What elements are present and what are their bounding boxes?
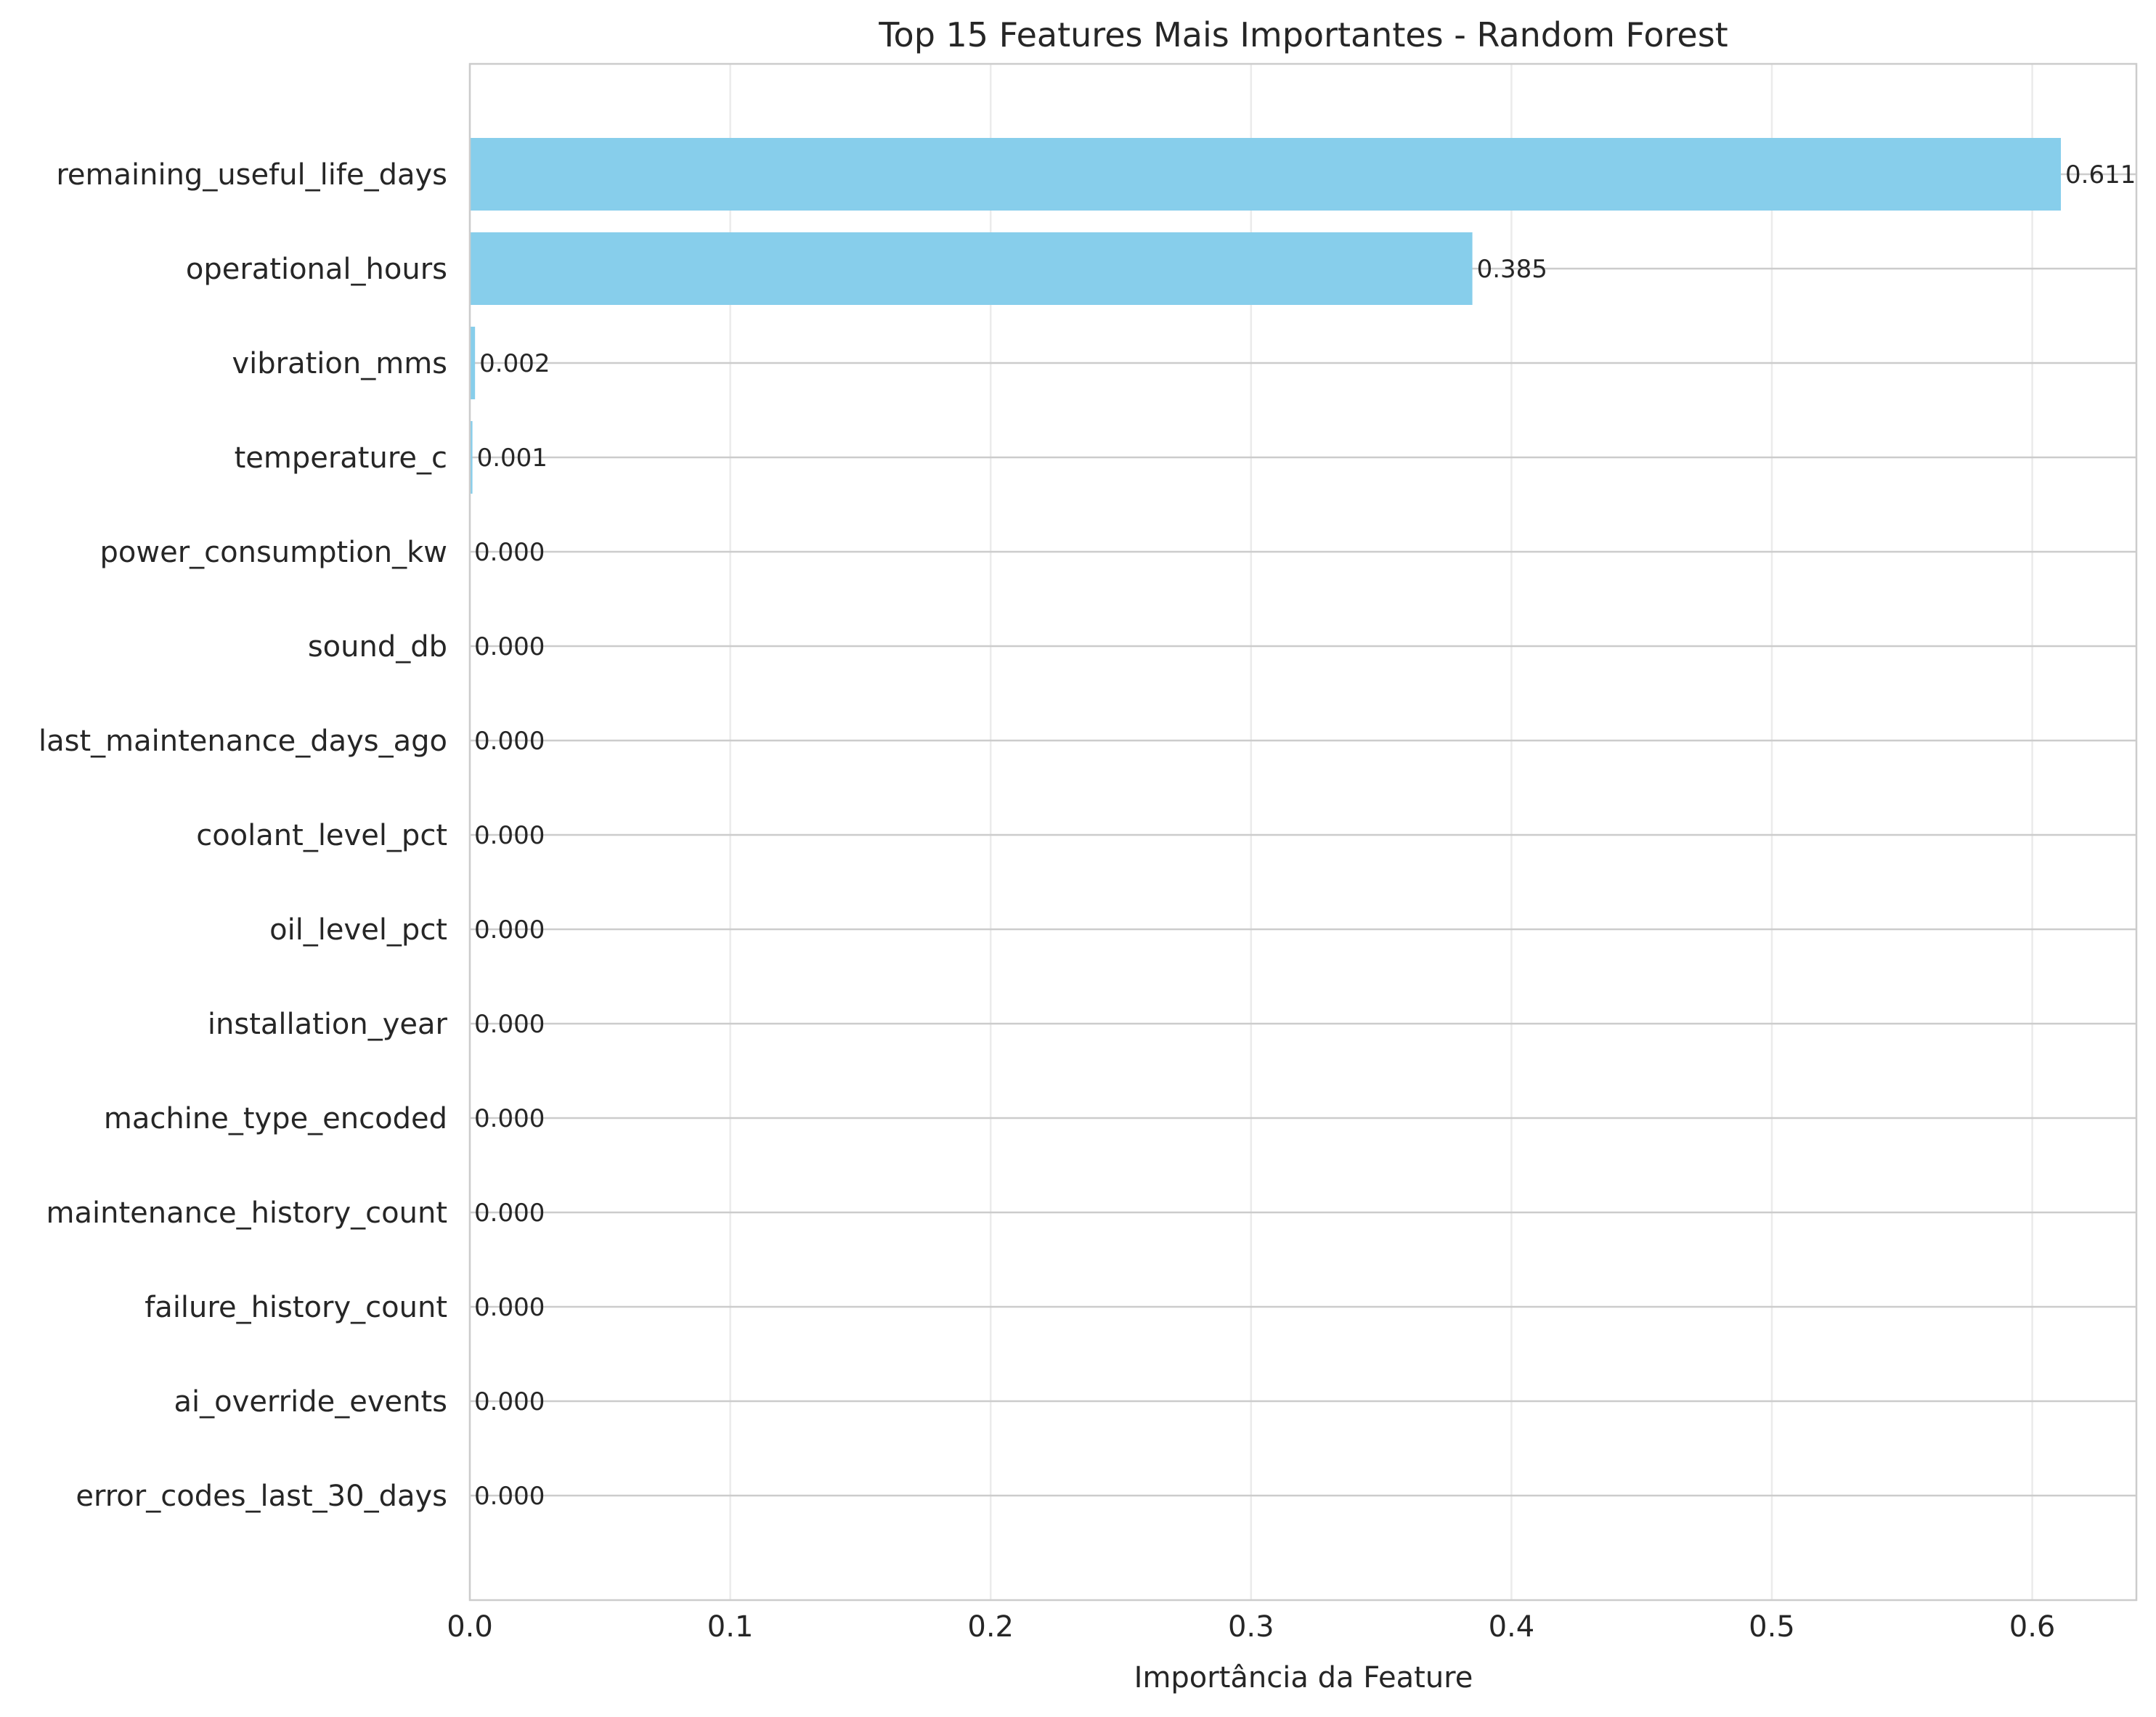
- y-tick-label: ai_override_events: [174, 1385, 447, 1419]
- bar-value-label: 0.000: [474, 632, 545, 661]
- plot-frame: [468, 62, 2138, 1602]
- bar-value-label: 0.000: [474, 1387, 545, 1416]
- bar-value-label: 0.001: [477, 444, 548, 473]
- bar-value-label: 0.000: [474, 727, 545, 756]
- y-tick-label: remaining_useful_life_days: [56, 158, 447, 192]
- y-tick-label: oil_level_pct: [269, 913, 447, 947]
- bar: [470, 138, 2062, 211]
- bar-value-label: 0.002: [479, 349, 550, 378]
- y-tick-label: vibration_mms: [232, 347, 447, 380]
- bar: [470, 327, 476, 399]
- bar: [470, 232, 1473, 305]
- y-tick-label: machine_type_encoded: [104, 1102, 447, 1135]
- y-tick-label: sound_db: [308, 630, 447, 664]
- x-tick-label: 0.6: [2009, 1610, 2056, 1644]
- bar-value-label: 0.000: [474, 1104, 545, 1133]
- x-tick-labels: 0.0 0.1 0.2 0.3 0.4 0.5 0.6: [447, 1610, 2055, 1644]
- x-tick-label: 0.2: [967, 1610, 1014, 1644]
- chart-title: Top 15 Features Mais Importantes - Rando…: [878, 15, 1728, 54]
- bar-value-label: 0.611: [2065, 160, 2136, 189]
- y-tick-label: power_consumption_kw: [100, 536, 448, 569]
- x-tick-label: 0.5: [1749, 1610, 1795, 1644]
- x-axis-label: Importância da Feature: [1134, 1661, 1473, 1694]
- x-tick-label: 0.1: [707, 1610, 754, 1644]
- bar-value-label: 0.000: [474, 538, 545, 567]
- y-tick-label: maintenance_history_count: [46, 1196, 447, 1230]
- y-tick-label: operational_hours: [186, 253, 447, 286]
- bar-value-label: 0.000: [474, 821, 545, 850]
- y-tick-label: coolant_level_pct: [196, 819, 447, 852]
- bar-value-label: 0.000: [474, 1199, 545, 1228]
- y-tick-label: installation_year: [208, 1008, 448, 1041]
- bar-value-label: 0.000: [474, 1010, 545, 1039]
- x-tick-label: 0.0: [447, 1610, 493, 1644]
- y-tick-label: failure_history_count: [145, 1291, 447, 1324]
- bars: [470, 138, 2062, 494]
- data-labels: 0.611 0.385 0.002 0.001 0.000 0.000 0.000 0.000…: [474, 160, 2136, 1511]
- bar-value-label: 0.000: [474, 915, 545, 945]
- x-tick-label: 0.3: [1228, 1610, 1274, 1644]
- x-tick-label: 0.4: [1489, 1610, 1535, 1644]
- y-tick-label: temperature_c: [235, 441, 447, 475]
- y-tick-labels: remaining_useful_life_days operational_ho…: [38, 158, 448, 1513]
- y-tick-label: last_maintenance_days_ago: [38, 725, 447, 758]
- bar-value-label: 0.000: [474, 1293, 545, 1322]
- y-tick-label: error_codes_last_30_days: [76, 1480, 447, 1513]
- bar-value-label: 0.000: [474, 1482, 545, 1511]
- bar-value-label: 0.385: [1477, 255, 1547, 284]
- bar: [470, 421, 473, 494]
